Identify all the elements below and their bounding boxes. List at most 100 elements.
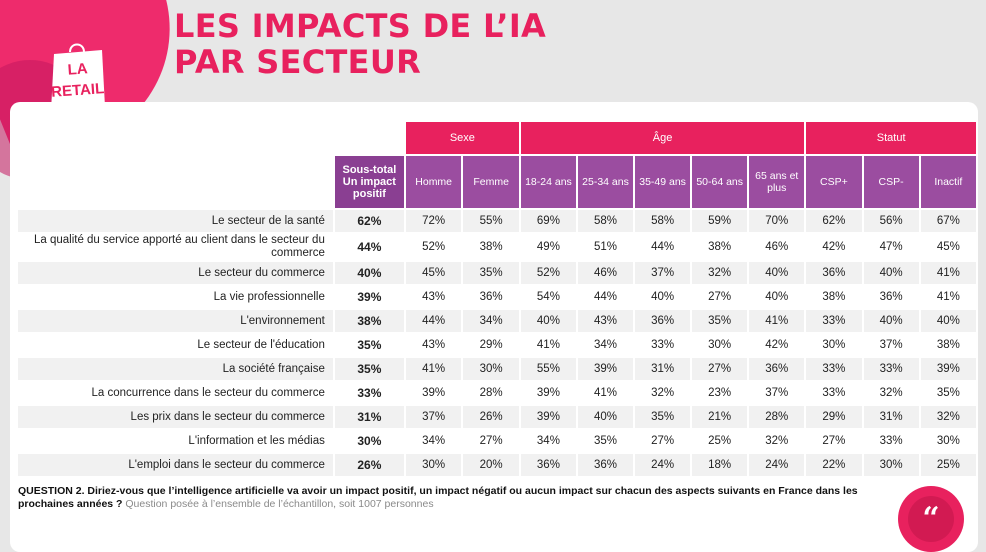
cell-value: 40%: [749, 262, 805, 284]
cell-value: 47%: [863, 234, 919, 260]
cell-value: 23%: [692, 382, 748, 404]
cell-value: 29%: [806, 406, 862, 428]
cell-value: 32%: [635, 382, 691, 404]
group-sexe: Sexe: [405, 122, 519, 154]
cell-value: 36%: [463, 286, 519, 308]
cell-value: 37%: [863, 334, 919, 356]
col-65-plus: 65 ans et plus: [749, 156, 805, 208]
cell-value: 40%: [520, 310, 576, 332]
cell-value: 36%: [577, 454, 634, 476]
cell-value: 59%: [692, 210, 748, 232]
cell-value: 35%: [635, 406, 691, 428]
cell-value: 51%: [577, 234, 634, 260]
cell-value: 49%: [520, 234, 576, 260]
col-csp-plus: CSP+: [806, 156, 862, 208]
cell-value: 56%: [863, 210, 919, 232]
cell-value: 35%: [577, 430, 634, 452]
cell-value: 69%: [520, 210, 576, 232]
cell-value: 35%: [920, 382, 976, 404]
cell-total: 26%: [334, 454, 404, 476]
cell-value: 37%: [635, 262, 691, 284]
row-label: L'information et les médias: [188, 434, 325, 447]
table-row: Le secteur du commerce 40% 45% 35% 52% 46% 37%…: [18, 262, 976, 284]
col-femme: Femme: [463, 156, 519, 208]
cell-value: 33%: [863, 358, 919, 380]
cell-total: 44%: [334, 234, 404, 260]
cell-total: 35%: [334, 358, 404, 380]
cell-value: 38%: [806, 286, 862, 308]
cell-value: 33%: [806, 310, 862, 332]
cell-value: 29%: [463, 334, 519, 356]
cell-value: 25%: [692, 430, 748, 452]
column-header-row: Sous-total Un impact positif Homme Femme…: [18, 156, 976, 208]
cell-value: 34%: [577, 334, 634, 356]
cell-value: 52%: [520, 262, 576, 284]
cell-value: 30%: [463, 358, 519, 380]
cell-total: 33%: [334, 382, 404, 404]
cell-value: 46%: [577, 262, 634, 284]
cell-value: 32%: [920, 406, 976, 428]
row-label: La vie professionnelle: [213, 290, 325, 303]
cell-value: 21%: [692, 406, 748, 428]
cell-value: 34%: [520, 430, 576, 452]
cell-value: 36%: [635, 310, 691, 332]
cell-value: 38%: [463, 234, 519, 260]
cell-value: 26%: [463, 406, 519, 428]
cell-value: 41%: [749, 310, 805, 332]
cell-value: 43%: [577, 310, 634, 332]
page-title: LES IMPACTS DE L’IA PAR SECTEUR: [174, 8, 546, 80]
table-row: Les prix dans le secteur du commerce 31% 3…: [18, 406, 976, 428]
table-row: La vie professionnelle 39% 43% 36% 54% 44% 40%…: [18, 286, 976, 308]
cell-value: 32%: [863, 382, 919, 404]
cell-value: 20%: [463, 454, 519, 476]
page-title-line1: LES IMPACTS DE L’IA: [174, 7, 547, 45]
cell-value: 41%: [920, 286, 976, 308]
cell-value: 36%: [749, 358, 805, 380]
cell-value: 55%: [520, 358, 576, 380]
cell-value: 40%: [577, 406, 634, 428]
cell-value: 44%: [405, 310, 462, 332]
cell-total: 35%: [334, 334, 404, 356]
cell-value: 30%: [806, 334, 862, 356]
cell-value: 27%: [692, 358, 748, 380]
cell-value: 54%: [520, 286, 576, 308]
footnote: QUESTION 2. Diriez-vous que l’intelligen…: [18, 485, 898, 511]
cell-value: 27%: [692, 286, 748, 308]
cell-value: 70%: [749, 210, 805, 232]
cell-value: 30%: [920, 430, 976, 452]
results-card: Sexe Âge Statut Sous-total Un impact pos…: [10, 102, 978, 552]
cell-value: 36%: [806, 262, 862, 284]
group-age: Âge: [520, 122, 805, 154]
cell-value: 42%: [806, 234, 862, 260]
group-statut: Statut: [806, 122, 976, 154]
cell-value: 35%: [463, 262, 519, 284]
cell-value: 28%: [463, 382, 519, 404]
cell-value: 38%: [920, 334, 976, 356]
table-row: L'information et les médias 30% 34% 27% 34% 3…: [18, 430, 976, 452]
cell-value: 40%: [863, 262, 919, 284]
cell-value: 43%: [405, 286, 462, 308]
cell-value: 43%: [405, 334, 462, 356]
cell-value: 39%: [520, 382, 576, 404]
cell-value: 25%: [920, 454, 976, 476]
cell-value: 22%: [806, 454, 862, 476]
cell-value: 18%: [692, 454, 748, 476]
cell-value: 36%: [863, 286, 919, 308]
cell-value: 28%: [749, 406, 805, 428]
cell-value: 33%: [806, 382, 862, 404]
svg-text:RETAIL: RETAIL: [51, 80, 105, 101]
row-label: Les prix dans le secteur du commerce: [18, 406, 333, 428]
cell-value: 39%: [405, 382, 462, 404]
table-row: La société française 35% 41% 30% 55% 39% 31% 27…: [18, 358, 976, 380]
table-row: L'emploi dans le secteur du commerce 26% 3…: [18, 454, 976, 476]
cell-value: 33%: [806, 358, 862, 380]
cell-value: 41%: [577, 382, 634, 404]
cell-value: 32%: [692, 262, 748, 284]
footnote-note: Question posée à l’ensemble de l’échanti…: [125, 498, 434, 510]
cell-value: 30%: [405, 454, 462, 476]
cell-value: 41%: [520, 334, 576, 356]
cell-value: 24%: [635, 454, 691, 476]
cell-value: 27%: [635, 430, 691, 452]
cell-value: 31%: [635, 358, 691, 380]
cell-value: 32%: [749, 430, 805, 452]
